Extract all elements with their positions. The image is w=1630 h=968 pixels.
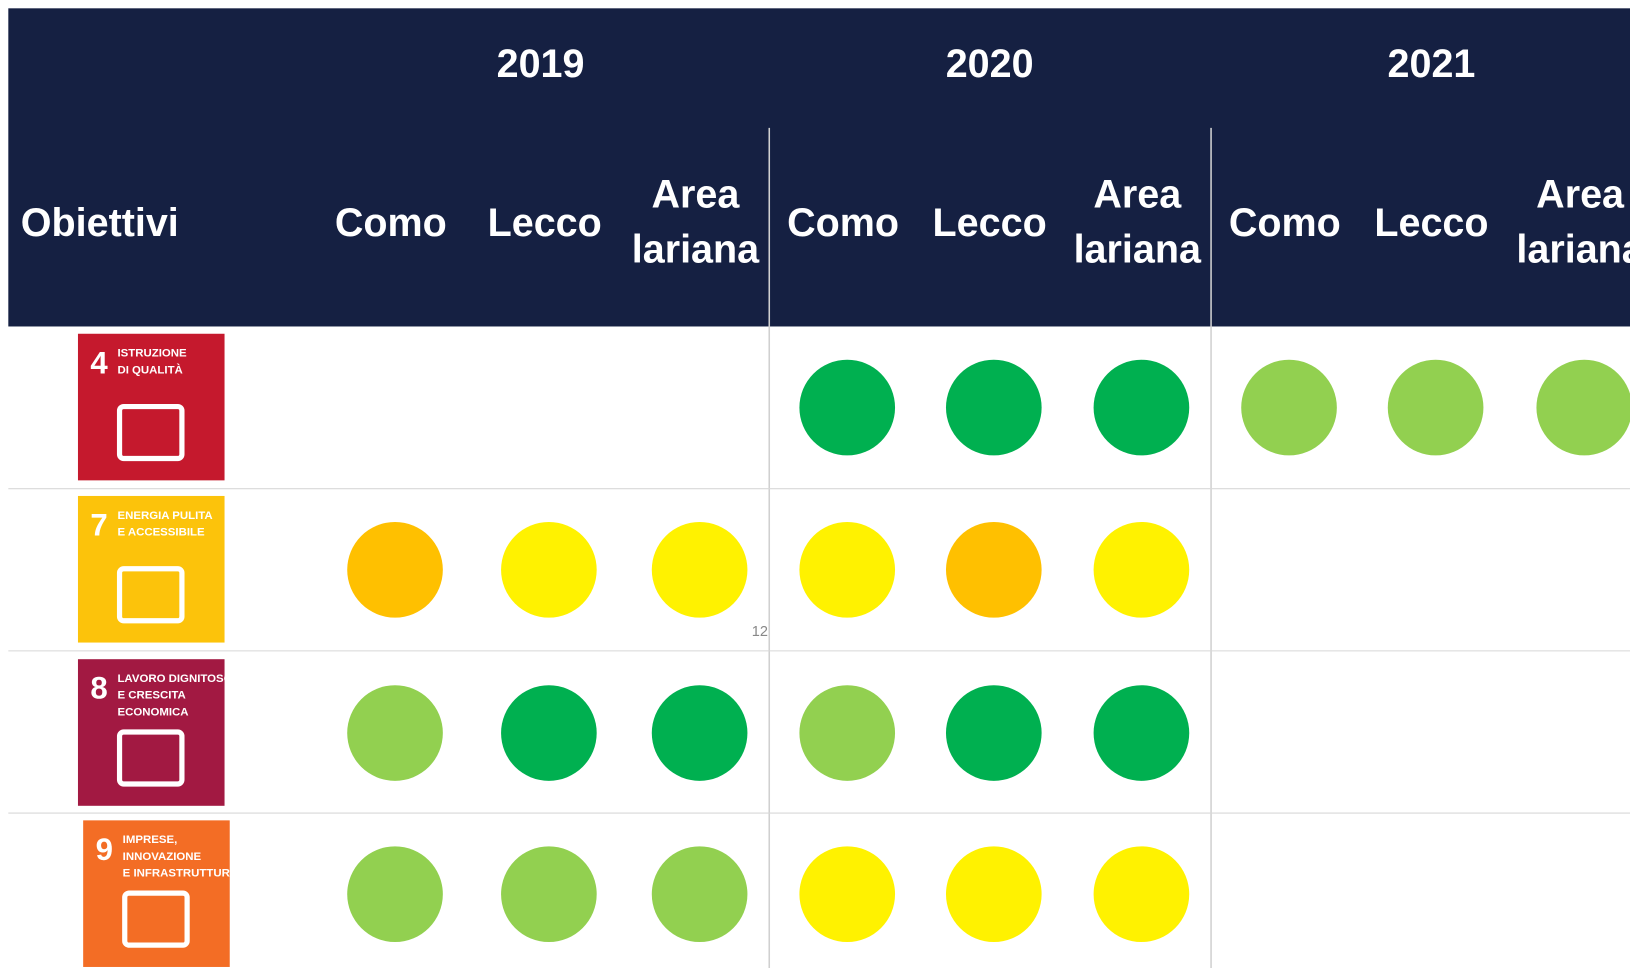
status-dot (347, 685, 443, 781)
status-dot (1387, 359, 1484, 456)
year-label: 2021 (1388, 42, 1476, 86)
goal-number: 7 (90, 507, 107, 542)
goal-title: E CRESCITA (117, 690, 185, 702)
goal-number: 9 (96, 832, 113, 867)
goal-pictogram (116, 403, 185, 462)
status-dot (347, 846, 443, 943)
goal-number: 4 (90, 345, 108, 380)
goal-title: INNOVAZIONE (123, 851, 202, 863)
status-dot (1536, 359, 1630, 456)
status-dot (1093, 846, 1190, 943)
column-label: Lecco (933, 201, 1047, 245)
status-dot (1241, 359, 1337, 456)
goal-title: E INFRASTRUTTURE (123, 868, 238, 880)
goal-icon: 7 ENERGIA PULITA E ACCESSIBILE (77, 495, 225, 643)
column-label-line: Area (1093, 173, 1182, 217)
column-label: Lecco (488, 201, 602, 245)
status-dot (945, 521, 1042, 618)
column-label: Area lariana (632, 173, 760, 272)
status-dot (651, 846, 748, 943)
status-dot (799, 359, 896, 456)
goal-title: DI QUALITÀ (117, 363, 182, 376)
status-dot (347, 521, 443, 618)
goal-title: ECONOMICA (117, 706, 188, 718)
header-band (8, 8, 1630, 327)
status-dot (501, 521, 597, 618)
goal-icon: 4 ISTRUZIONE DI QUALITÀ (77, 333, 225, 481)
status-dot (799, 685, 896, 781)
status-dot (1093, 521, 1190, 618)
column-label-line: lariana (632, 228, 760, 272)
status-dot (799, 521, 896, 618)
header-label: Obiettivi (21, 201, 179, 245)
goal-pictogram (116, 729, 185, 787)
goal-title: LAVORO DIGNITOSO (117, 673, 232, 685)
status-dot (945, 685, 1042, 781)
column-label: Area lariana (1074, 173, 1202, 272)
page-number: 12 (752, 624, 768, 640)
goal-title: E ACCESSIBILE (117, 526, 205, 538)
status-dot (651, 521, 748, 618)
status-dot (501, 685, 597, 781)
column-label: Area lariana (1516, 173, 1630, 272)
goal-title: ISTRUZIONE (117, 348, 187, 360)
column-label: Como (335, 201, 447, 245)
column-label-line: lariana (1516, 228, 1630, 272)
column-label-line: lariana (1074, 228, 1202, 272)
goal-icon: 8 LAVORO DIGNITOSO E CRESCITA ECONOMICA (77, 659, 233, 806)
status-dot (945, 846, 1042, 943)
column-label-line: Area (652, 173, 741, 217)
year-label: 2019 (497, 42, 585, 86)
column-label: Como (787, 201, 899, 245)
status-dot (1093, 359, 1190, 456)
status-dot (651, 685, 748, 781)
year-label: 2020 (946, 42, 1034, 86)
goal-title: ENERGIA PULITA (117, 510, 212, 522)
goal-pictogram (122, 890, 190, 948)
status-dot (501, 846, 597, 943)
goal-title: IMPRESE, (123, 834, 178, 846)
status-dot (945, 359, 1042, 456)
goal-pictogram (116, 566, 185, 624)
column-label: Como (1229, 201, 1341, 245)
goal-number: 8 (90, 671, 107, 706)
column-label: Lecco (1374, 201, 1488, 245)
status-dot (799, 846, 896, 943)
goal-icon: 9 IMPRESE, INNOVAZIONE E INFRASTRUTTURE (83, 820, 238, 967)
status-dot (1093, 685, 1190, 781)
column-label-line: Area (1536, 173, 1625, 217)
